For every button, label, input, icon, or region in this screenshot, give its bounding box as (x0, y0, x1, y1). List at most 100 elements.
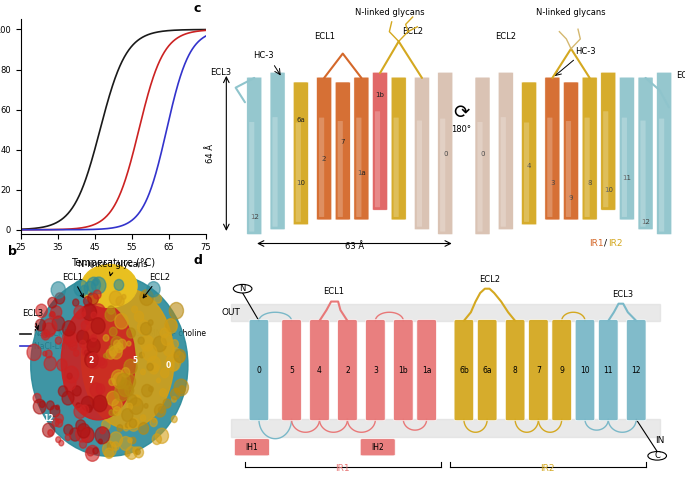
Circle shape (171, 396, 177, 402)
Circle shape (73, 386, 82, 396)
Circle shape (82, 320, 90, 331)
Text: IN: IN (655, 436, 664, 445)
Circle shape (41, 330, 50, 340)
FancyBboxPatch shape (296, 122, 301, 222)
Circle shape (45, 350, 52, 358)
Circle shape (55, 405, 60, 410)
Text: 0: 0 (166, 361, 171, 370)
Circle shape (92, 304, 105, 319)
Circle shape (157, 378, 160, 383)
Circle shape (58, 386, 68, 396)
Text: 10: 10 (297, 180, 306, 186)
Circle shape (106, 349, 115, 359)
FancyBboxPatch shape (438, 72, 453, 234)
Circle shape (117, 425, 123, 431)
Circle shape (171, 416, 177, 423)
Circle shape (140, 322, 151, 335)
Circle shape (179, 386, 186, 393)
FancyBboxPatch shape (356, 117, 362, 217)
Circle shape (62, 321, 75, 336)
Text: 5: 5 (133, 356, 138, 365)
Circle shape (154, 295, 162, 303)
Text: N-linked glycans: N-linked glycans (355, 8, 424, 17)
Circle shape (87, 277, 101, 293)
FancyBboxPatch shape (373, 72, 388, 210)
Text: 2: 2 (322, 156, 326, 162)
Circle shape (114, 340, 121, 348)
Circle shape (73, 299, 79, 306)
Text: 7: 7 (536, 366, 541, 375)
Circle shape (59, 440, 64, 446)
Circle shape (164, 319, 177, 334)
Circle shape (68, 341, 77, 350)
Text: IH1: IH1 (245, 443, 258, 452)
FancyBboxPatch shape (545, 77, 560, 220)
Circle shape (110, 327, 117, 336)
Text: 10: 10 (580, 366, 590, 375)
Circle shape (47, 401, 54, 410)
Circle shape (105, 448, 114, 458)
Text: ECL3: ECL3 (676, 71, 685, 80)
Circle shape (93, 280, 99, 285)
Circle shape (113, 407, 121, 415)
Circle shape (123, 425, 129, 431)
Circle shape (171, 389, 180, 399)
Circle shape (49, 312, 55, 319)
Circle shape (152, 434, 162, 445)
Circle shape (129, 398, 143, 414)
Text: 2: 2 (345, 366, 350, 375)
Circle shape (79, 340, 86, 348)
Circle shape (55, 414, 64, 423)
Circle shape (116, 297, 124, 306)
FancyBboxPatch shape (247, 77, 262, 234)
Text: 1b: 1b (399, 366, 408, 375)
Text: 6a: 6a (482, 366, 492, 375)
Circle shape (76, 426, 89, 442)
FancyBboxPatch shape (249, 122, 254, 232)
Circle shape (127, 394, 137, 405)
Circle shape (160, 328, 169, 337)
Text: 2: 2 (88, 356, 93, 365)
Circle shape (82, 304, 97, 320)
Text: 0: 0 (480, 151, 485, 157)
Circle shape (132, 306, 138, 313)
Text: ECL1: ECL1 (323, 287, 344, 296)
Circle shape (50, 312, 55, 317)
Circle shape (127, 403, 132, 410)
Circle shape (149, 387, 153, 392)
Circle shape (150, 418, 158, 427)
Circle shape (125, 423, 129, 428)
Circle shape (74, 405, 86, 418)
Text: 11: 11 (603, 366, 613, 375)
Circle shape (74, 306, 85, 319)
Circle shape (115, 343, 123, 353)
Circle shape (77, 424, 90, 438)
Bar (231, 304, 660, 321)
Circle shape (147, 356, 161, 372)
Circle shape (128, 438, 132, 443)
Circle shape (147, 281, 160, 297)
Circle shape (84, 281, 96, 295)
Circle shape (92, 277, 106, 294)
Text: ECL2: ECL2 (402, 27, 423, 36)
FancyBboxPatch shape (547, 117, 552, 217)
FancyBboxPatch shape (391, 77, 406, 220)
Circle shape (160, 389, 166, 396)
Circle shape (82, 429, 93, 442)
FancyBboxPatch shape (657, 72, 671, 234)
Circle shape (110, 345, 122, 359)
Circle shape (149, 363, 159, 374)
Circle shape (90, 335, 97, 341)
Circle shape (117, 374, 130, 389)
FancyBboxPatch shape (270, 72, 285, 229)
Circle shape (94, 398, 105, 410)
Text: ECL3: ECL3 (23, 309, 44, 329)
Text: 12: 12 (641, 219, 650, 225)
Circle shape (124, 359, 137, 375)
Circle shape (155, 404, 166, 417)
Text: 1a: 1a (422, 366, 432, 375)
Circle shape (87, 448, 94, 456)
Circle shape (67, 373, 72, 379)
Circle shape (43, 323, 55, 337)
Circle shape (36, 304, 47, 318)
